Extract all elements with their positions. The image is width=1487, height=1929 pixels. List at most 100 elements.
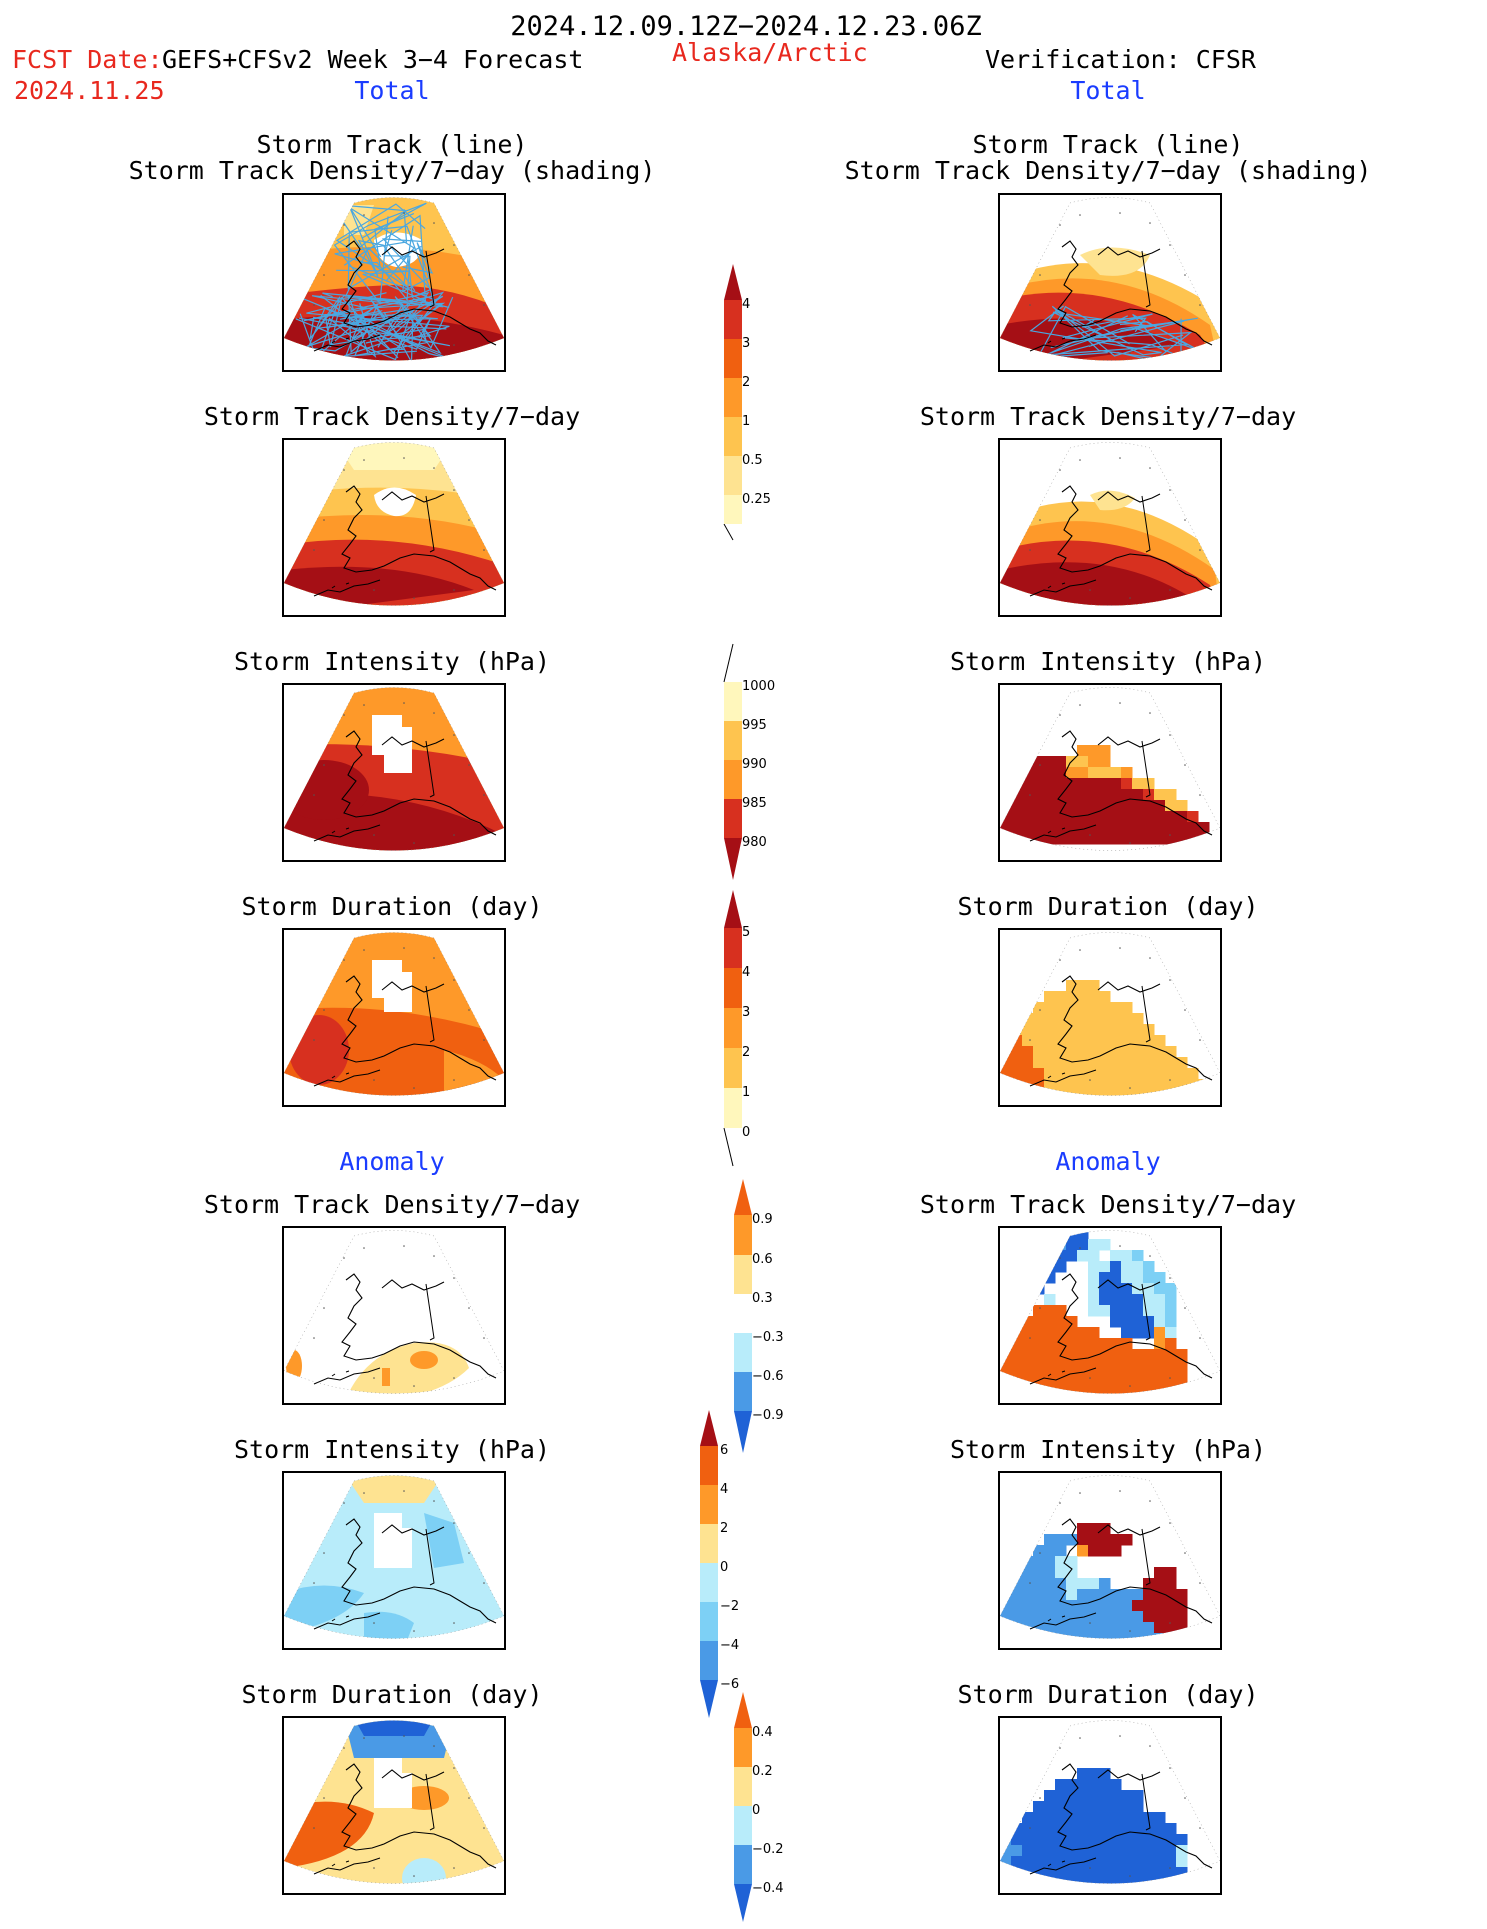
shade-cell (1011, 1283, 1023, 1295)
shade-cell (1077, 1002, 1089, 1014)
shade-cell (1121, 1801, 1133, 1813)
grid-dot (1059, 1502, 1061, 1504)
cb-anom-intensity-label: 6 (720, 1443, 729, 1458)
shade-cell (1198, 833, 1210, 845)
shade-cell (1044, 1611, 1056, 1623)
shade-cell (1077, 1801, 1089, 1813)
grid-dot (313, 1337, 315, 1339)
shade-cell (1066, 1338, 1078, 1350)
shade-cell (1044, 1578, 1056, 1590)
shade-cell (1088, 778, 1100, 790)
shade-region (372, 960, 412, 1012)
shade-cell (1077, 1035, 1089, 1047)
shade-cell (1121, 1327, 1133, 1339)
shade-cell (1121, 1878, 1133, 1884)
shade-cell (1110, 1622, 1122, 1634)
shade-cell (1165, 1294, 1177, 1306)
shade-cell (1055, 1090, 1067, 1096)
shade-cell (1099, 1046, 1111, 1058)
grid-dot (343, 1257, 345, 1259)
shade-cell (1077, 789, 1089, 801)
shade-cell (1011, 1371, 1023, 1383)
shade-cell (1066, 1250, 1078, 1262)
sector-outline (284, 1230, 504, 1394)
shade-cell (1132, 1393, 1144, 1394)
shade-cell (1121, 767, 1133, 779)
shade-cell (1110, 1294, 1122, 1306)
shade-cell (1132, 1294, 1144, 1306)
shade-cell (1044, 800, 1056, 812)
grid-dot (1029, 1827, 1031, 1829)
shade-cell (1022, 1349, 1034, 1361)
grid-dot (1029, 1039, 1031, 1041)
shade-cell (1033, 1856, 1045, 1868)
shade-cell (1099, 1090, 1111, 1096)
shade-cell (1099, 1589, 1111, 1601)
shade-cell (1044, 1305, 1056, 1317)
shade-cell (1198, 1079, 1210, 1091)
grid-dot (363, 214, 365, 216)
shade-cell (1132, 1090, 1144, 1096)
grid-dot (1059, 224, 1061, 226)
shade-cell (1044, 1545, 1056, 1557)
shade-cell (1033, 1305, 1045, 1317)
shade-cell (1099, 1790, 1111, 1802)
shade-cell (1066, 1360, 1078, 1372)
grid-dot (373, 344, 375, 346)
map-fcst-duration (282, 928, 506, 1107)
shade-cell (1198, 1090, 1210, 1096)
shade-cell (1099, 1834, 1111, 1846)
grid-dot (1169, 489, 1171, 491)
shade-cell (1011, 1834, 1023, 1846)
shade-cell (1022, 1338, 1034, 1350)
shade-cell (1088, 767, 1100, 779)
shade-cell (1165, 1589, 1177, 1601)
coastline (1057, 975, 1213, 1081)
grid-dot (323, 1552, 325, 1554)
shade-cell (1044, 833, 1056, 845)
shade-cell (1088, 1611, 1100, 1623)
grid-dot (1184, 764, 1186, 766)
grid-dot (343, 469, 345, 471)
shade-cell (1022, 833, 1034, 845)
grid-dot (483, 1337, 485, 1339)
shade-cell (1088, 1790, 1100, 1802)
coastline (1097, 246, 1161, 258)
shade-cell (1165, 1867, 1177, 1879)
right-density-title: Storm Track Density/7−day (919, 402, 1297, 431)
grid-dot (1059, 469, 1061, 471)
shade-cell (1132, 1250, 1144, 1262)
right-anom-intensity-title: Storm Intensity (hPa) (949, 1435, 1267, 1464)
shade-cell (1088, 1589, 1100, 1601)
grid-dot (1059, 1747, 1061, 1749)
shade-cell (1022, 1856, 1034, 1868)
shade-cell (1099, 1823, 1111, 1835)
shade-cell (1121, 1845, 1133, 1857)
shade-region (374, 1758, 412, 1808)
sector-outline (284, 197, 504, 361)
shade-cell (1154, 1611, 1166, 1623)
grid-dot (453, 1767, 455, 1769)
shade-cell (1110, 1272, 1122, 1284)
shade-cell (1099, 800, 1111, 812)
sector-outline (1000, 687, 1220, 851)
shade-cell (1154, 1327, 1166, 1339)
grid-dot (1089, 1377, 1091, 1379)
grid-dot (323, 1307, 325, 1309)
grid-dot (363, 1492, 365, 1494)
cb-density-label: 0.25 (742, 492, 771, 507)
shade-cell (1132, 1013, 1144, 1025)
border-line (1141, 1773, 1151, 1831)
coastline (1057, 730, 1213, 836)
grid-dot (1079, 1492, 1081, 1494)
shade-cell (1154, 1057, 1166, 1069)
shade-cell (1077, 1845, 1089, 1857)
shade-cell (1044, 1801, 1056, 1813)
grid-dot (1039, 1009, 1041, 1011)
verification-label: Verification: CFSR (985, 45, 1256, 74)
shade-cell (1099, 1856, 1111, 1868)
shade-cell (1121, 1790, 1133, 1802)
coastline (1057, 1763, 1213, 1869)
grid-dot (343, 224, 345, 226)
shade-region (286, 1350, 302, 1382)
